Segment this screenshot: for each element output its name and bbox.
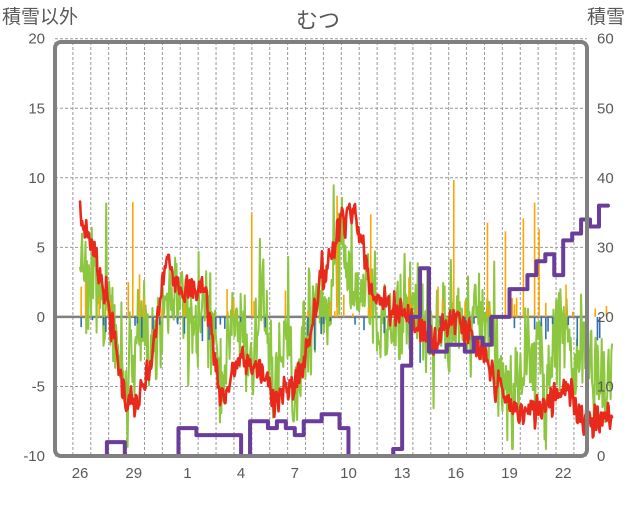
svg-text:50: 50 — [597, 100, 614, 117]
svg-text:-10: -10 — [23, 448, 45, 465]
svg-text:19: 19 — [501, 465, 518, 482]
svg-text:29: 29 — [125, 465, 142, 482]
svg-text:0: 0 — [37, 309, 45, 326]
svg-text:20: 20 — [597, 309, 614, 326]
svg-text:0: 0 — [597, 448, 605, 465]
svg-text:16: 16 — [447, 465, 464, 482]
svg-text:20: 20 — [28, 31, 45, 48]
svg-text:1: 1 — [183, 465, 191, 482]
svg-text:10: 10 — [28, 170, 45, 187]
svg-text:5: 5 — [37, 239, 45, 256]
svg-text:10: 10 — [597, 378, 614, 395]
svg-text:4: 4 — [237, 465, 245, 482]
svg-text:13: 13 — [394, 465, 411, 482]
svg-text:30: 30 — [597, 239, 614, 256]
svg-text:-5: -5 — [32, 378, 45, 395]
svg-text:22: 22 — [555, 465, 572, 482]
svg-text:26: 26 — [72, 465, 89, 482]
svg-text:10: 10 — [340, 465, 357, 482]
svg-text:15: 15 — [28, 100, 45, 117]
svg-text:7: 7 — [291, 465, 299, 482]
svg-text:40: 40 — [597, 170, 614, 187]
svg-text:60: 60 — [597, 31, 614, 48]
